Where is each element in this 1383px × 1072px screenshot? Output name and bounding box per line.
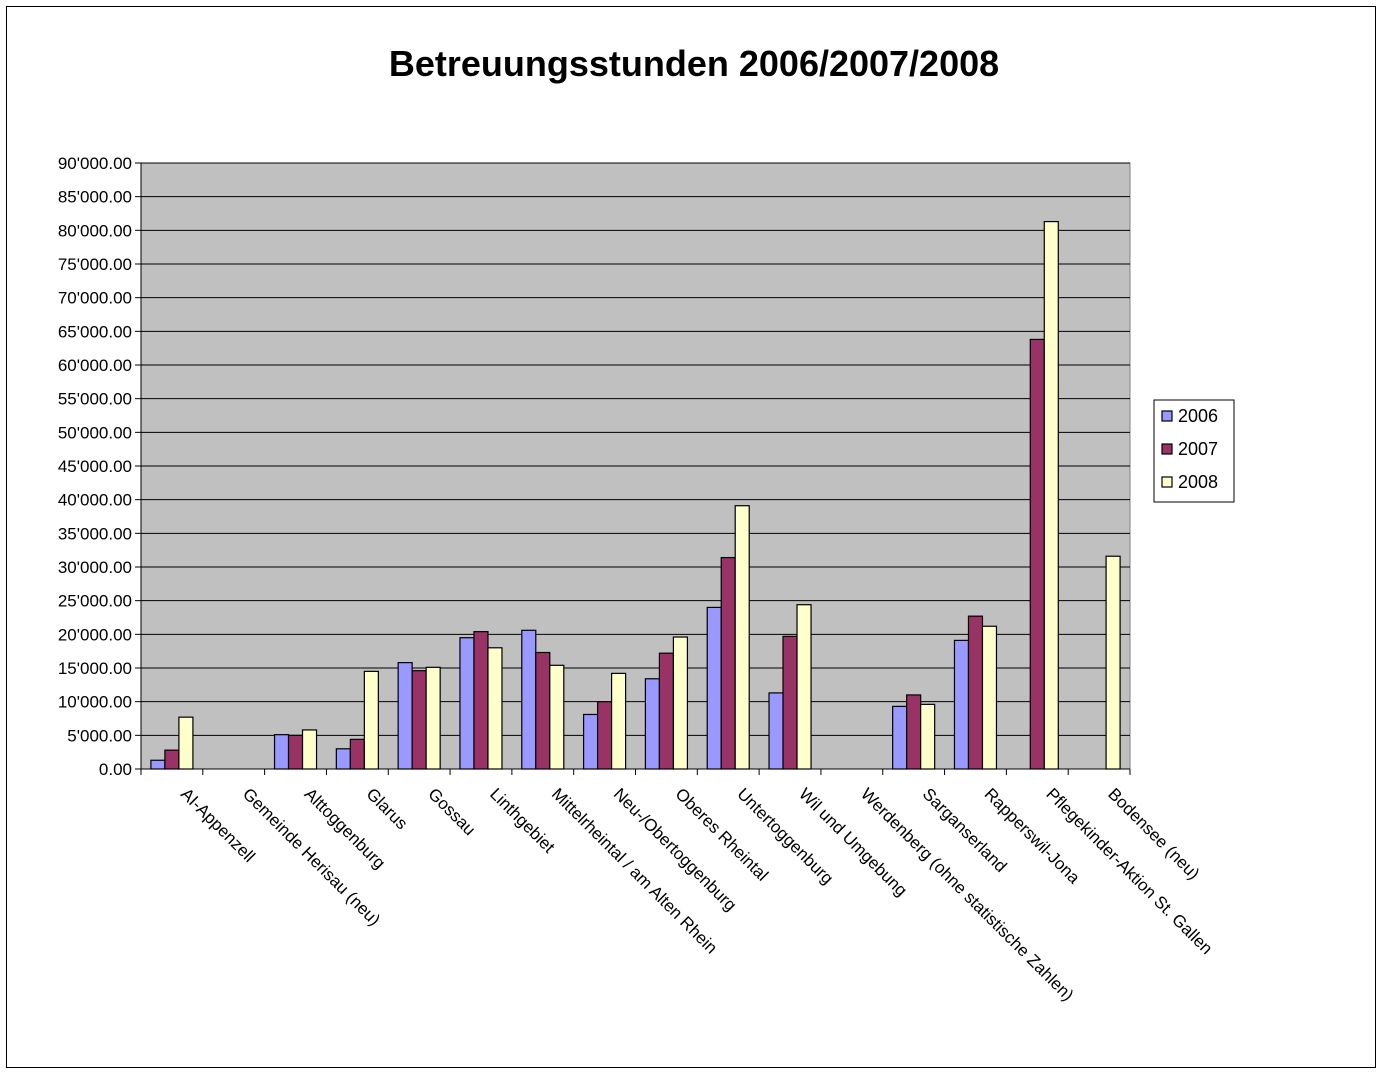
bar-2007 <box>164 749 180 770</box>
bar-2006 <box>273 734 290 770</box>
bar-2007 <box>720 556 736 770</box>
bar-2007 <box>906 694 922 770</box>
y-tick-label: 20'000.00 <box>58 625 132 644</box>
bar-2008 <box>796 604 812 770</box>
legend-swatch-2006 <box>1161 410 1173 422</box>
bar-2008 <box>301 729 318 770</box>
bar-2006 <box>768 692 784 770</box>
x-tick-label: Linthgebiet <box>486 784 558 856</box>
legend: 2006 2007 2008 <box>1153 399 1235 503</box>
bar-2007 <box>658 652 675 770</box>
x-tick-label: Gossau <box>424 784 479 839</box>
bar-2008 <box>1105 555 1121 770</box>
y-tick-label: 80'000.00 <box>58 221 132 240</box>
bar-2006 <box>706 606 722 770</box>
chart-title: Betreuungsstunden 2006/2007/2008 <box>389 43 999 84</box>
y-tick-label: 55'000.00 <box>58 390 132 409</box>
bar-2008 <box>610 672 627 770</box>
legend-label-2006: 2006 <box>1178 406 1218 426</box>
x-tick-label: Glarus <box>363 784 412 833</box>
bar-2007 <box>287 734 304 770</box>
bar-2007 <box>967 615 984 770</box>
legend-label-2007: 2007 <box>1178 439 1218 459</box>
y-tick-label: 35'000.00 <box>58 524 132 543</box>
legend-swatch-2008 <box>1161 476 1173 488</box>
bar-2008 <box>920 703 936 770</box>
bar-2006 <box>644 678 661 770</box>
bar-2008 <box>672 636 689 770</box>
bar-2008 <box>734 505 750 770</box>
y-axis-ticks: 0.00 5'000.00 10'000.00 15'000.00 20'000.00 2… <box>58 154 132 779</box>
y-tick-label: 75'000.00 <box>58 255 132 274</box>
bar-2006 <box>582 713 599 770</box>
y-tick-label: 25'000.00 <box>58 592 132 611</box>
bar-2008 <box>425 666 441 770</box>
bar-2008 <box>363 670 379 770</box>
bar-2008 <box>1043 220 1059 770</box>
y-tick-label: 10'000.00 <box>58 693 132 712</box>
bar-2007 <box>1029 338 1045 770</box>
bar-2006 <box>459 637 475 770</box>
bar-2007 <box>782 635 798 770</box>
bar-2007 <box>535 651 551 770</box>
y-tick-label: 85'000.00 <box>58 188 132 207</box>
y-tick-label: 40'000.00 <box>58 491 132 510</box>
bar-2006 <box>953 639 970 770</box>
bar-2007 <box>473 631 489 770</box>
y-tick-label: 15'000.00 <box>58 659 132 678</box>
x-tick-label: Neu-/Obertoggenburg <box>610 784 740 914</box>
y-tick-label: 65'000.00 <box>58 322 132 341</box>
bar-2006 <box>892 705 908 770</box>
y-tick-label: 0.00 <box>99 760 132 779</box>
y-tick-label: 50'000.00 <box>58 423 132 442</box>
bars <box>150 220 1121 770</box>
x-tick-label: Werdenberg (ohne statistische Zahlen) <box>857 784 1077 1004</box>
bar-2006 <box>150 759 166 770</box>
bar-2008 <box>549 664 565 770</box>
y-tick-label: 30'000.00 <box>58 558 132 577</box>
bar-2008 <box>178 716 194 770</box>
y-tick-label: 60'000.00 <box>58 356 132 375</box>
legend-label-2008: 2008 <box>1178 472 1218 492</box>
y-tick-label: 5'000.00 <box>67 726 132 745</box>
gridlines <box>141 162 1130 736</box>
bar-2008 <box>981 625 998 770</box>
bar-2008 <box>487 647 503 770</box>
bar-2006 <box>335 748 351 770</box>
legend-swatch-2007 <box>1161 443 1173 455</box>
axes <box>135 162 1131 775</box>
bar-2006 <box>521 629 537 770</box>
bar-2006 <box>397 662 413 770</box>
x-tick-label: Wil und Umgebung <box>795 784 911 900</box>
bar-2007 <box>349 738 365 770</box>
bar-2007 <box>411 670 427 770</box>
y-tick-label: 90'000.00 <box>58 154 132 173</box>
bar-2007 <box>596 701 613 770</box>
y-tick-label: 70'000.00 <box>58 289 132 308</box>
y-tick-label: 45'000.00 <box>58 457 132 476</box>
